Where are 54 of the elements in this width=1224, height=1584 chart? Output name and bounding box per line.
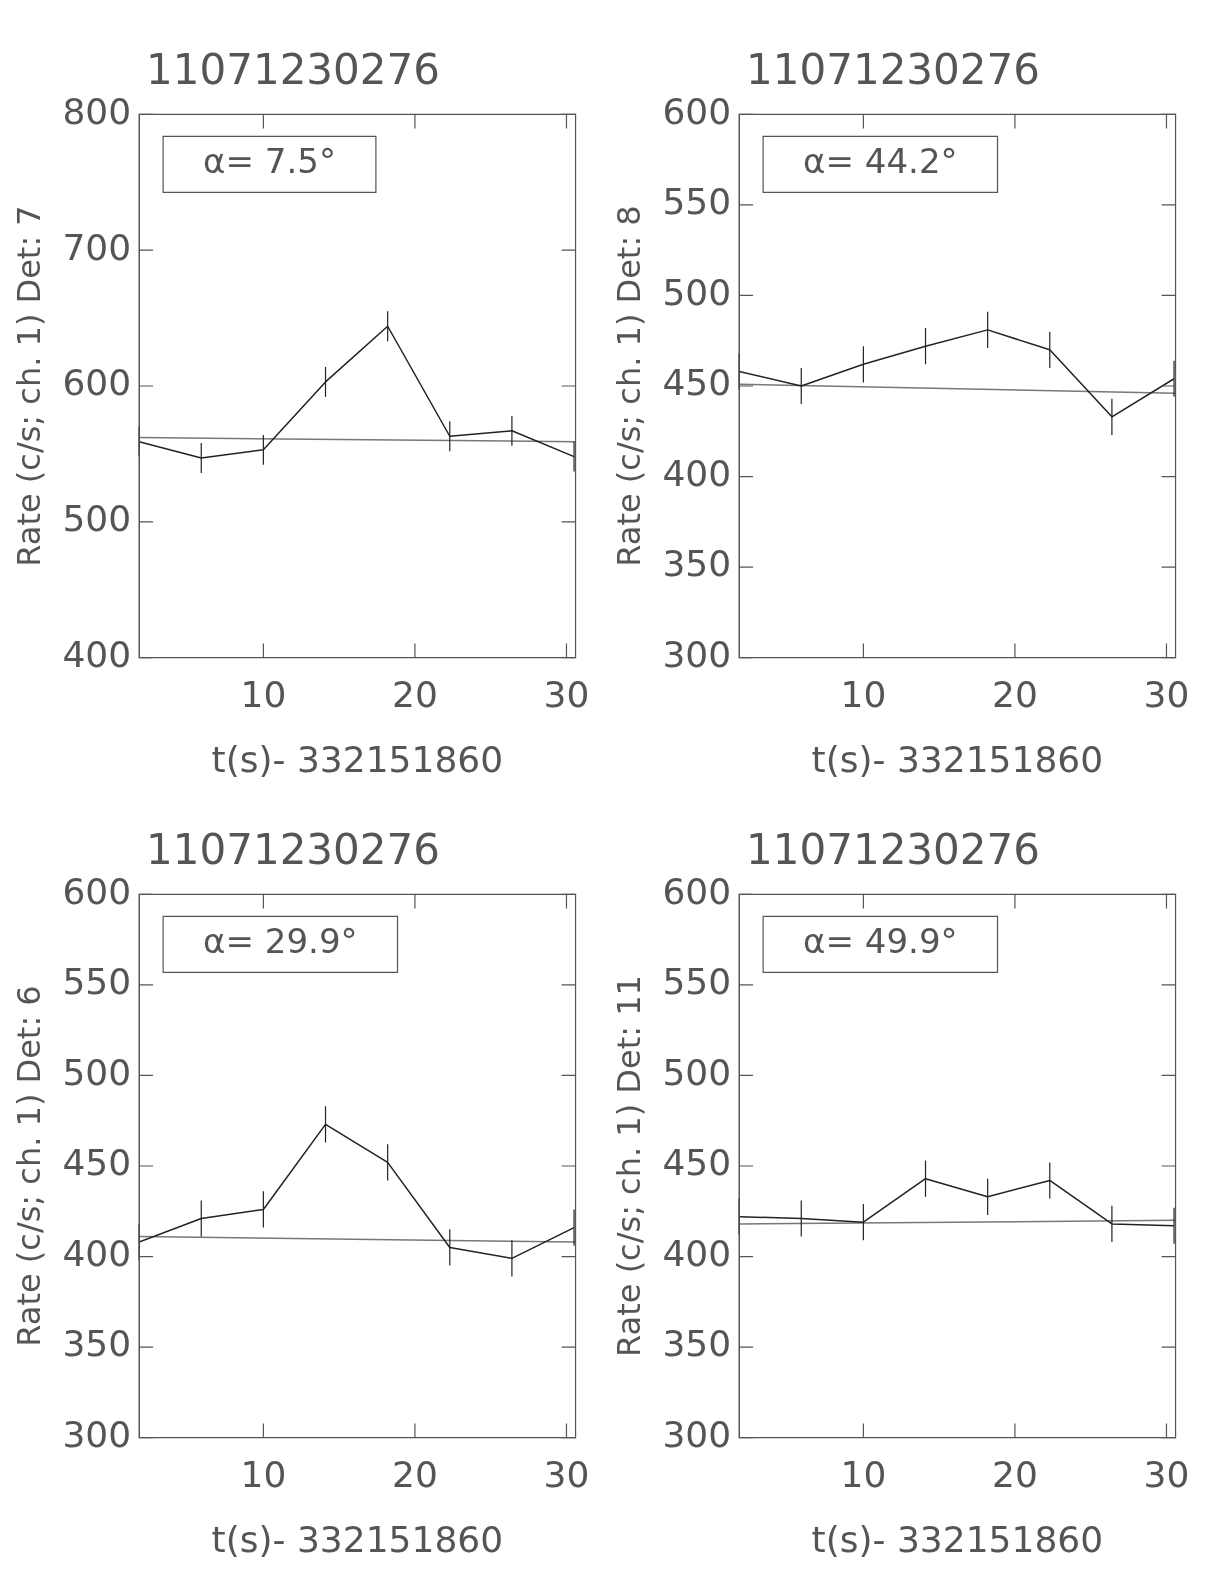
annotation: α= 49.9° [803,921,958,962]
x-tick-label: 10 [840,1453,887,1495]
x-tick-label: 10 [240,1453,287,1495]
y-tick-label: 350 [662,543,732,585]
y-tick-label: 450 [62,1142,132,1184]
annotation: α= 44.2° [803,141,958,182]
x-tick-label: 30 [1143,1453,1190,1495]
y-tick-label: 550 [62,961,132,1003]
chart-title: 11071230276 [746,45,1040,95]
y-tick-label: 600 [62,870,132,912]
y-tick-label: 300 [62,1413,132,1455]
y-tick-label: 550 [662,181,732,223]
y-tick-label: 400 [62,633,132,675]
chart-title: 11071230276 [146,825,440,875]
x-tick-label: 30 [1143,673,1190,715]
y-tick-label: 450 [662,362,732,404]
y-tick-label: 800 [62,90,132,132]
chart-title: 11071230276 [146,45,440,95]
chart-title: 11071230276 [746,825,1040,875]
y-tick-label: 350 [62,1323,132,1365]
annotation: α= 29.9° [203,921,358,962]
y-tick-label: 350 [662,1323,732,1365]
y-tick-label: 300 [662,1413,732,1455]
y-tick-label: 550 [662,961,732,1003]
y-tick-label: 400 [662,1232,732,1274]
x-axis-title: t(s)- 332151860 [211,1518,504,1560]
x-tick-label: 20 [992,1453,1038,1495]
x-tick-label: 20 [992,673,1038,715]
y-tick-label: 600 [62,362,132,404]
y-tick-label: 600 [662,90,732,132]
y-tick-label: 400 [662,452,732,494]
y-tick-label: 500 [62,498,132,540]
y-tick-label: 700 [62,226,132,268]
y-tick-label: 500 [662,1051,732,1093]
x-tick-label: 30 [543,1453,590,1495]
annotation: α= 7.5° [203,141,336,182]
y-axis-title: Rate (c/s; ch. 1) Det: 11 [609,975,648,1357]
x-tick-label: 10 [840,673,887,715]
x-tick-label: 20 [392,673,438,715]
y-tick-label: 500 [62,1051,132,1093]
y-tick-label: 450 [662,1142,732,1184]
x-axis-title: t(s)- 332151860 [811,1518,1104,1560]
x-axis-title: t(s)- 332151860 [811,738,1104,780]
y-tick-label: 300 [662,633,732,675]
y-axis-title: Rate (c/s; ch. 1) Det: 7 [9,205,48,567]
x-axis-title: t(s)- 332151860 [211,738,504,780]
y-axis-title: Rate (c/s; ch. 1) Det: 8 [609,205,648,567]
x-tick-label: 30 [543,673,590,715]
y-tick-label: 600 [662,870,732,912]
y-tick-label: 400 [62,1232,132,1274]
y-axis-title: Rate (c/s; ch. 1) Det: 6 [9,985,48,1347]
y-tick-label: 500 [662,271,732,313]
x-tick-label: 10 [240,673,287,715]
x-tick-label: 20 [392,1453,438,1495]
